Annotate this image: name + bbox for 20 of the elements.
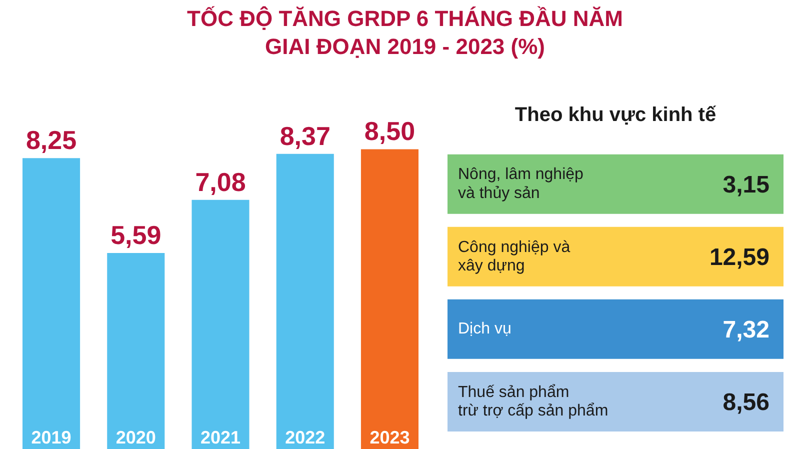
text: 8,56 [722, 389, 770, 416]
data-label: 7,08 [195, 166, 246, 197]
x-tick-label: 2020 [116, 427, 156, 448]
x-tick-label: 2021 [200, 427, 241, 448]
category-label: Công nghiệp và xây dựng [458, 238, 570, 274]
text: 12,59 [709, 244, 770, 272]
x-tick-label: 2022 [285, 427, 326, 448]
data-label: 5,59 [110, 220, 162, 250]
x-tick-label: 2019 [31, 427, 72, 448]
x-tick-label: 2023 [370, 427, 410, 448]
data-label: 8,25 [26, 125, 77, 156]
chart-title: TỐC ĐỘ TĂNG GRDP 6 THÁNG ĐẦU NĂM GIAI ĐOẠN 2019 - 2023 (%) [186, 5, 624, 60]
category-label: Thuế sản phẩm trừ trợ cấp sản phẩm [458, 384, 608, 420]
category-label: Nông, lâm nghiệp và thủy sản [458, 166, 584, 202]
category-label: Dịch vụ [458, 320, 512, 338]
text: Theo khu vực kinh tế [514, 104, 717, 126]
text: 7,32 [722, 316, 770, 344]
data-label: 8,50 [364, 116, 416, 146]
text: 3,15 [722, 172, 770, 199]
data-label: 8,37 [280, 120, 330, 151]
